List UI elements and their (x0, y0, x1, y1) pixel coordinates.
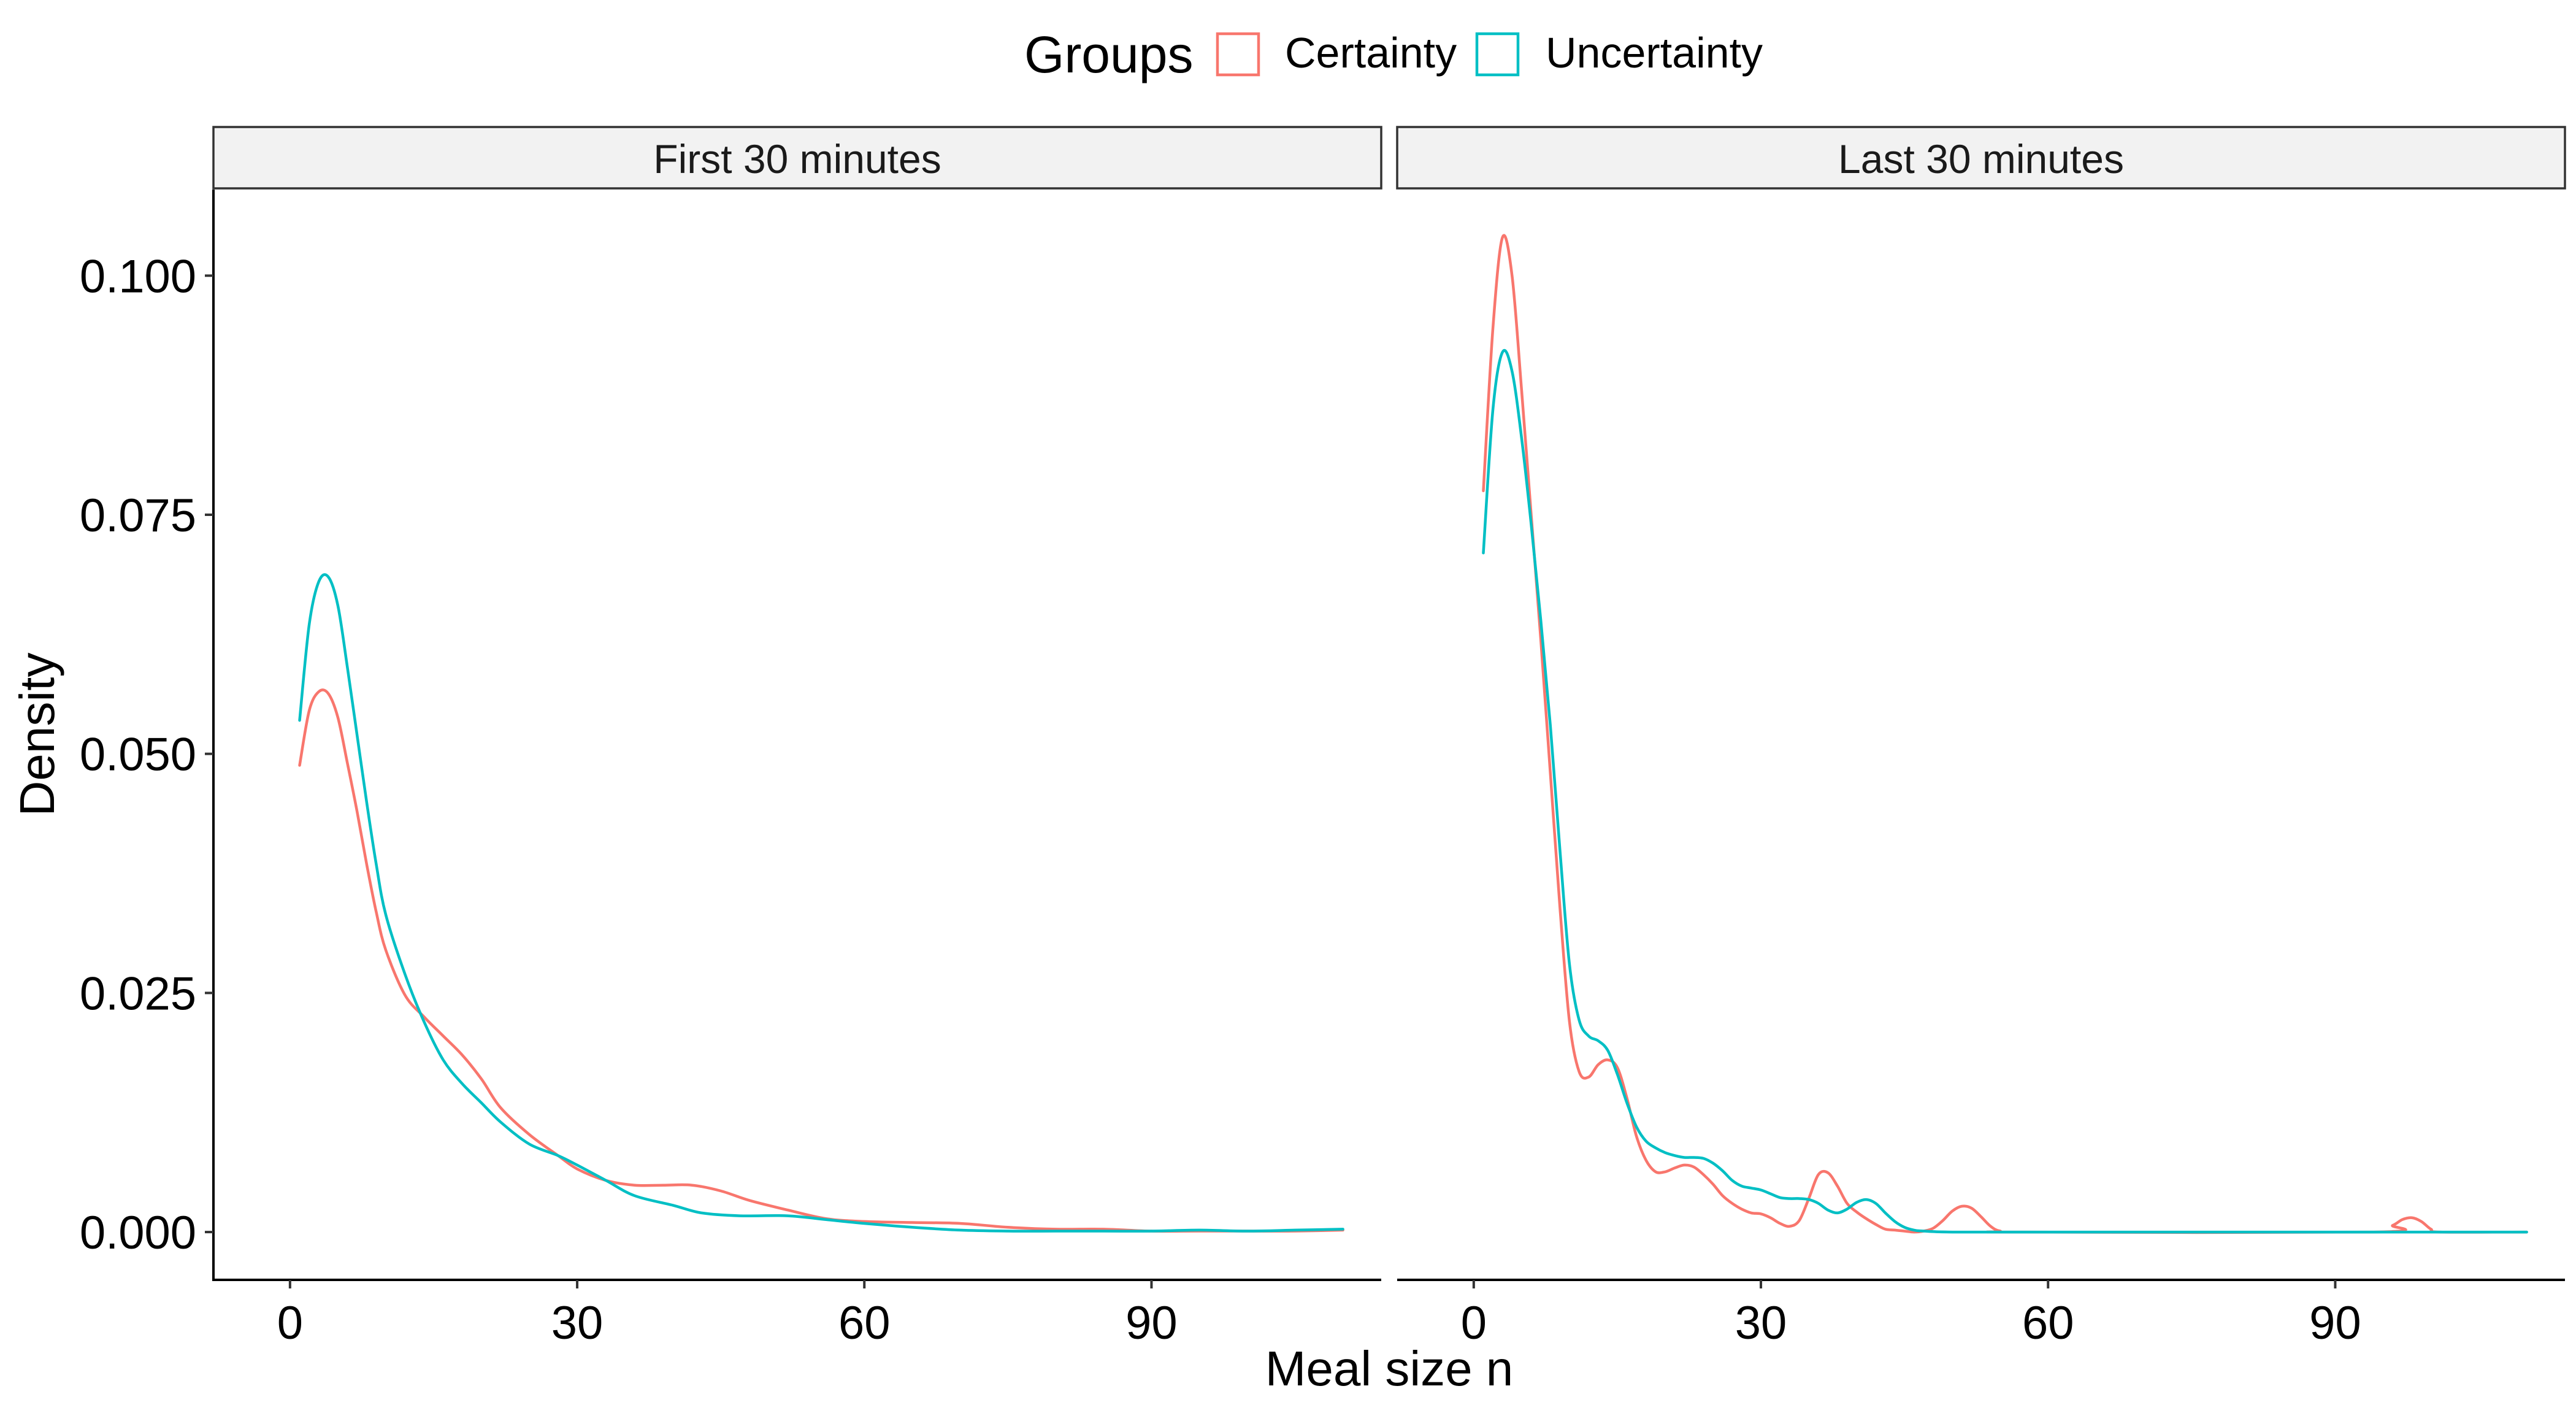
legend-label-certainty: Certainty (1285, 29, 1457, 77)
panel-1-density-lines (298, 573, 1344, 1233)
legend: Groups Certainty Uncertainty (1024, 26, 1763, 83)
panel-2-x-tick-label-1: 30 (1735, 1297, 1787, 1349)
panel-1-axes (212, 190, 1381, 1281)
panel-2-line-uncertainty (1482, 348, 2528, 1234)
panel-1-line-uncertainty (298, 573, 1344, 1233)
panel-1-strip (212, 126, 1382, 190)
y-tick-label-2: 0.050 (80, 729, 196, 781)
panel-2-x-tick-label-3: 90 (2309, 1297, 2361, 1349)
panel-2-x-ticks: 0 30 60 90 (1461, 1280, 2361, 1349)
panel-1-x-tick-label-0: 0 (277, 1297, 303, 1349)
panel-last-30-minutes: Last 30 minutes 0 30 60 90 (1396, 126, 2566, 1349)
panel-first-30-minutes: First 30 minutes 0.000 0.025 0.050 0.075 0.1… (80, 126, 1382, 1349)
panel-2-x-tick-label-0: 0 (1461, 1297, 1487, 1349)
y-tick-label-3: 0.075 (80, 490, 196, 542)
panel-1-x-tick-label-3: 90 (1125, 1297, 1178, 1349)
legend-key-certainty (1216, 32, 1260, 77)
y-tick-label-4: 0.100 (80, 250, 196, 302)
panel-1-x-tick-label-1: 30 (551, 1297, 604, 1349)
y-tick-label-0: 0.000 (80, 1207, 196, 1259)
legend-label-uncertainty: Uncertainty (1546, 29, 1763, 77)
panel-1-x-tick-label-2: 60 (838, 1297, 891, 1349)
y-axis-title: Density (10, 653, 64, 817)
panel-1-title: First 30 minutes (653, 136, 941, 182)
panel-2-density-lines (1482, 234, 2528, 1234)
x-axis-title: Meal size n (1265, 1341, 1514, 1396)
y-tick-label-1: 0.025 (80, 968, 196, 1020)
panel-1-y-ticks: 0.000 0.025 0.050 0.075 0.100 (80, 250, 213, 1259)
legend-title: Groups (1024, 26, 1193, 83)
panel-1-line-certainty (298, 688, 1344, 1233)
legend-key-uncertainty (1475, 32, 1520, 77)
panel-2-x-tick-label-2: 60 (2022, 1297, 2074, 1349)
panel-2-title: Last 30 minutes (1838, 136, 2124, 182)
panel-1-x-ticks: 0 30 60 90 (277, 1280, 1178, 1349)
panel-2-strip (1396, 126, 2566, 190)
